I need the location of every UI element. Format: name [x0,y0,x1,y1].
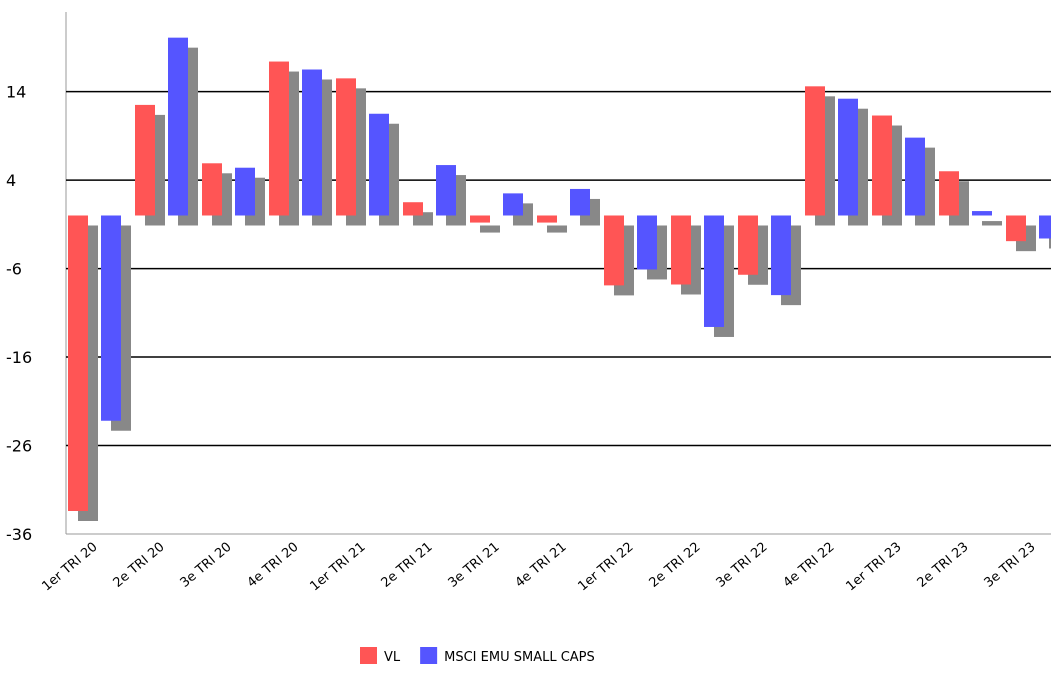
bar [939,171,959,216]
x-tick-label: 1er TRI 20 [39,540,100,595]
bar [1006,215,1026,242]
bar [436,165,456,216]
x-tick-label: 4e TRI 22 [781,540,838,591]
bar [470,215,490,223]
bar [68,215,88,511]
bar [537,215,557,223]
y-tick-label: -6 [6,260,22,279]
x-tick-label: 3e TRI 20 [178,540,235,591]
x-tick-label: 2e TRI 22 [647,540,704,591]
legend-swatch [360,647,377,664]
legend-swatch [420,647,438,664]
y-tick-label: -26 [6,437,32,456]
bar-shadow [982,221,1002,226]
bar [838,98,858,216]
bar [269,61,289,216]
x-tick-label: 4e TRI 21 [513,540,570,591]
bar [503,193,523,216]
bar [604,215,624,286]
bar [235,167,255,216]
bar [369,113,389,216]
legend-label: VL [384,650,401,665]
bar [637,215,657,270]
bar [336,78,356,216]
bar [302,69,322,216]
y-tick-label: 14 [6,83,26,102]
x-tick-label: 2e TRI 23 [915,540,972,591]
x-tick-label: 2e TRI 20 [111,540,168,591]
bar [570,188,590,216]
bar [1039,215,1051,239]
y-tick-label: -36 [6,525,32,544]
bar [168,37,188,216]
bar-shadow [480,225,500,233]
x-tick-label: 3e TRI 22 [714,540,771,591]
bar [101,215,121,421]
bar [771,215,791,296]
x-tick-label: 3e TRI 23 [982,540,1039,591]
y-tick-label: 4 [6,171,16,190]
y-tick-label: -16 [6,348,32,367]
bar [738,215,758,275]
bar [403,202,423,216]
bar [905,137,925,216]
x-tick-label: 1er TRI 22 [575,540,636,595]
bar [671,215,691,285]
bar [972,211,992,216]
bar [135,104,155,216]
bar [872,115,892,216]
x-tick-label: 2e TRI 21 [379,540,436,591]
bar [704,215,724,327]
x-tick-label: 1er TRI 21 [307,540,368,595]
x-tick-label: 4e TRI 20 [245,540,302,591]
x-tick-label: 3e TRI 21 [446,540,503,591]
bar-shadow [547,225,567,233]
bar [202,163,222,216]
bar [805,86,825,216]
x-tick-label: 1er TRI 23 [843,540,904,595]
bar-shadow [413,212,433,226]
legend-label: MSCI EMU SMALL CAPS [444,650,595,665]
